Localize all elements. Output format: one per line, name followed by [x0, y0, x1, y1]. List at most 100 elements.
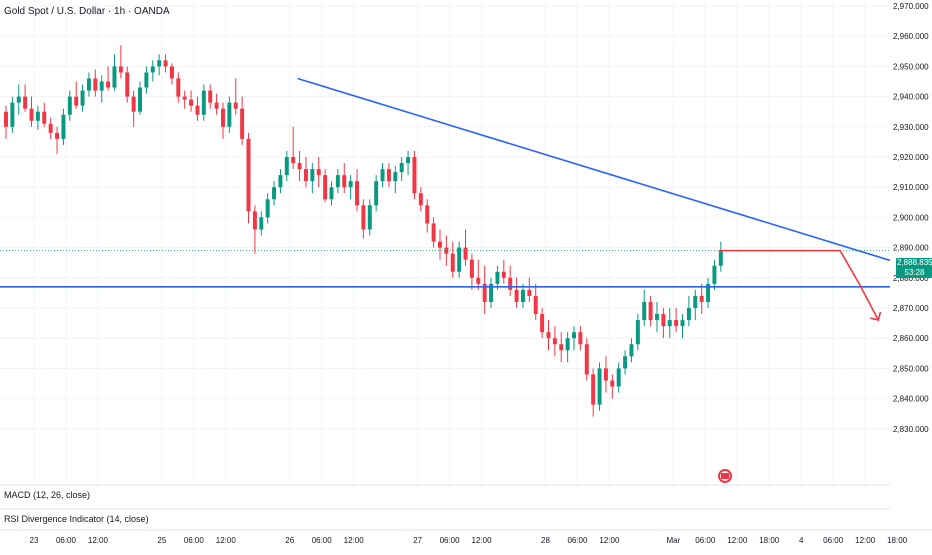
candle-body: [457, 247, 462, 272]
time-tick-label: 12:00: [599, 536, 620, 545]
price-tick-label: 2,960.000: [893, 32, 929, 41]
price-tick-label: 2,930.000: [893, 123, 929, 132]
candle-body: [259, 217, 264, 230]
candle-body: [252, 211, 257, 230]
candles: [4, 45, 723, 417]
price-tick-label: 2,910.000: [893, 183, 929, 192]
candle-body: [163, 60, 168, 67]
candle-body: [412, 157, 417, 194]
candle-body: [272, 187, 277, 200]
candle-body: [157, 60, 162, 67]
candle-body: [201, 90, 206, 115]
candle-body: [93, 78, 98, 91]
candle-body: [189, 99, 194, 106]
price-tick-label: 2,950.000: [893, 62, 929, 71]
candle-body: [74, 96, 79, 106]
candle-body: [221, 108, 225, 127]
candle-body: [240, 108, 245, 139]
candle-body: [323, 175, 328, 200]
candle-body: [361, 205, 366, 230]
candle-body: [565, 338, 570, 351]
candle-body: [527, 289, 532, 296]
candle-body: [195, 105, 200, 115]
candle-body: [118, 66, 123, 73]
candle-body: [355, 181, 359, 206]
candle-body: [386, 169, 391, 182]
candle-body: [16, 96, 21, 103]
time-tick-label: 12:00: [88, 536, 109, 545]
grid: [0, 0, 898, 485]
candle-body: [233, 102, 238, 109]
candle-body: [303, 169, 308, 182]
time-tick-label: 26: [285, 536, 294, 545]
candle-body: [572, 332, 576, 339]
candle-body: [648, 301, 653, 321]
macd-label[interactable]: MACD (12, 26, close): [4, 490, 91, 500]
time-tick-label: 06:00: [695, 536, 716, 545]
rsi-label[interactable]: RSI Divergence Indicator (14, close): [4, 514, 149, 524]
candle-body: [227, 102, 232, 127]
candle-body: [686, 308, 691, 321]
candle-body: [584, 344, 589, 375]
candle-body: [603, 368, 608, 381]
time-tick-label: 12:00: [855, 536, 876, 545]
candle-body: [48, 123, 53, 133]
candle-body: [176, 78, 181, 97]
candle-body: [374, 181, 379, 206]
candle-body: [438, 241, 442, 248]
candle-body: [61, 114, 66, 139]
time-tick-label: 18:00: [759, 536, 780, 545]
price-tick-label: 2,870.000: [893, 304, 929, 313]
candle-body: [514, 289, 519, 302]
current-price: 2,888.835: [897, 258, 932, 267]
price-tick-label: 2,920.000: [893, 153, 929, 162]
candle-body: [623, 356, 628, 369]
drawings: [0, 77, 898, 322]
candle-body: [540, 314, 545, 333]
candle-body: [329, 187, 334, 200]
price-tick-label: 2,880.000: [893, 274, 929, 283]
candle-body: [533, 295, 538, 315]
descending-trendline: [297, 77, 898, 264]
candle-body: [674, 320, 679, 327]
candle-body: [99, 81, 104, 91]
candle-body: [291, 157, 296, 164]
candle-body: [718, 250, 723, 266]
candle-body: [693, 295, 698, 308]
time-tick-label: 28: [541, 536, 550, 545]
price-tick-label: 2,970.000: [893, 2, 929, 11]
chart-title: Gold Spot / U.S. Dollar · 1h · OANDA: [4, 6, 170, 17]
candle-body: [208, 90, 213, 103]
candle-body: [482, 283, 487, 302]
candle-body: [125, 72, 130, 97]
time-tick-label: 12:00: [344, 536, 365, 545]
candle-body: [29, 108, 34, 121]
time-tick-label: 23: [30, 536, 39, 545]
time-tick-label: 06:00: [184, 536, 205, 545]
candle-body: [476, 277, 481, 284]
time-tick-label: 25: [157, 536, 166, 545]
candle-body: [182, 96, 187, 100]
candle-body: [214, 102, 219, 109]
time-tick-label: 4: [799, 536, 804, 545]
candle-body: [616, 368, 621, 387]
candle-body: [469, 259, 474, 278]
candle-body: [431, 223, 436, 242]
candle-body: [406, 157, 411, 164]
current-price-tag: 2,888.835 53:28: [896, 258, 932, 278]
candle-body: [310, 169, 315, 182]
time-tick-label: 12:00: [472, 536, 493, 545]
candle-body: [597, 368, 602, 405]
candle-body: [4, 111, 8, 127]
candle-body: [706, 283, 711, 302]
candle-body: [42, 111, 47, 124]
candle-body: [444, 247, 449, 254]
flag-icon: [718, 469, 732, 483]
price-tick-label: 2,830.000: [893, 425, 929, 434]
projection-arrow: [718, 249, 880, 321]
candle-body: [10, 102, 15, 127]
price-tick-label: 2,860.000: [893, 334, 929, 343]
candle-body: [246, 138, 251, 212]
